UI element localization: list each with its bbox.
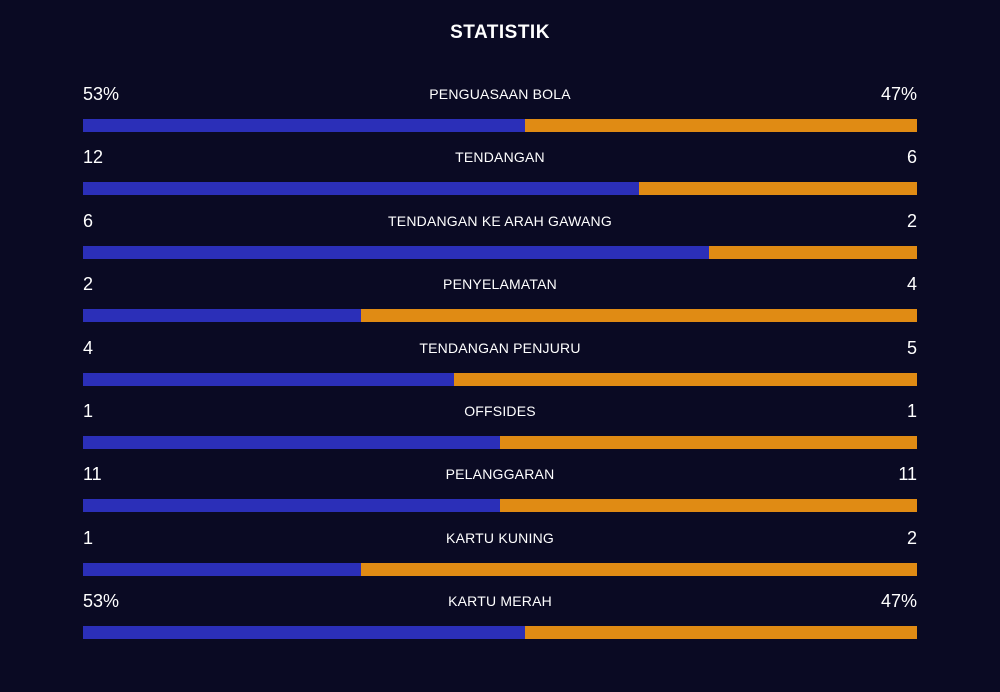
comparison-bar (83, 119, 917, 132)
away-bar (708, 245, 917, 259)
stat-label: OFFSIDES (464, 402, 536, 419)
away-bar (500, 435, 917, 449)
stat-label: PENGUASAAN BOLA (429, 86, 571, 102)
stat-row-red-cards: 53% KARTU MERAH 47% (83, 587, 917, 650)
home-value: 1 (83, 527, 94, 548)
away-bar (360, 562, 917, 576)
comparison-bar (83, 626, 917, 640)
comparison-bar (83, 499, 917, 513)
away-value: 4 (906, 274, 917, 295)
home-bar (83, 372, 454, 386)
stat-label: PELANGGARAN (445, 466, 555, 483)
home-value: 53% (83, 84, 120, 104)
away-value: 11 (898, 464, 917, 485)
away-bar (639, 182, 917, 196)
home-bar (83, 119, 526, 132)
stat-row-fouls: 11 PELANGGARAN 11 (83, 460, 917, 523)
stat-row-corners: 4 TENDANGAN PENJURU 5 (83, 334, 917, 397)
away-bar (525, 119, 917, 132)
stat-label: KARTU MERAH (448, 593, 552, 610)
stat-label: PENYELAMATAN (443, 276, 557, 293)
home-value: 2 (83, 274, 94, 295)
stat-row-offsides: 1 OFFSIDES 1 (83, 397, 917, 460)
stat-label: TENDANGAN (455, 149, 545, 166)
home-bar (83, 245, 709, 259)
away-value: 6 (906, 147, 917, 168)
home-bar (83, 435, 500, 449)
home-value: 1 (83, 400, 94, 421)
stat-row-yellow-cards: 1 KARTU KUNING 2 (83, 524, 917, 587)
home-bar (83, 499, 500, 513)
comparison-bar (83, 372, 917, 386)
home-bar (83, 626, 526, 640)
stat-row-shots: 12 TENDANGAN 6 (83, 143, 917, 206)
stat-row-possession: 53% PENGUASAAN BOLA 47% (83, 80, 917, 143)
stats-list: 53% PENGUASAAN BOLA 47% 12 TENDANGAN 6 6… (83, 80, 917, 651)
away-value: 47% (880, 84, 917, 104)
stats-title: STATISTIK (450, 22, 550, 43)
home-value: 53% (83, 591, 120, 612)
home-value: 12 (83, 147, 104, 168)
comparison-bar (83, 245, 917, 259)
away-bar (500, 499, 917, 513)
away-bar (525, 626, 917, 640)
home-value: 11 (83, 464, 102, 485)
stat-row-shots-on-target: 6 TENDANGAN KE ARAH GAWANG 2 (83, 207, 917, 270)
comparison-bar (83, 309, 917, 323)
stat-label: TENDANGAN KE ARAH GAWANG (388, 212, 612, 229)
away-value: 1 (906, 400, 917, 421)
away-value: 47% (880, 591, 917, 612)
stat-row-saves: 2 PENYELAMATAN 4 (83, 270, 917, 333)
home-value: 6 (83, 210, 94, 231)
away-value: 2 (906, 527, 917, 548)
comparison-bar (83, 562, 917, 576)
comparison-bar (83, 182, 917, 196)
home-bar (83, 309, 361, 323)
away-bar (453, 372, 917, 386)
away-value: 5 (906, 337, 917, 358)
away-bar (360, 309, 917, 323)
home-value: 4 (83, 337, 94, 358)
home-bar (83, 562, 361, 576)
stat-label: KARTU KUNING (446, 529, 554, 546)
stat-label: TENDANGAN PENJURU (419, 339, 581, 356)
home-bar (83, 182, 640, 196)
comparison-bar (83, 435, 917, 449)
away-value: 2 (906, 210, 917, 231)
